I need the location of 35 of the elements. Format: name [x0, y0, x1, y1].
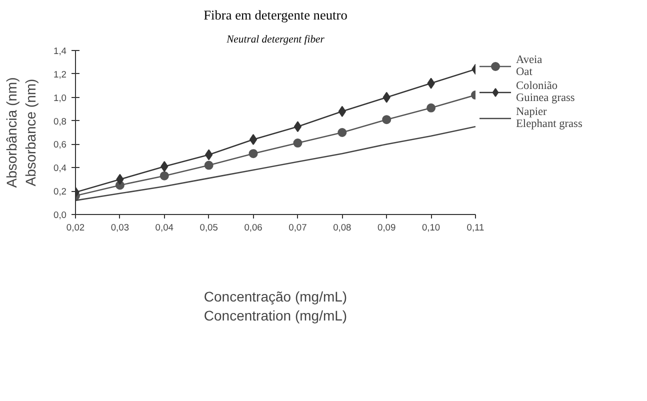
x-tick-label: 0,06: [244, 222, 262, 232]
y-tick-label: 1,0: [54, 92, 66, 103]
chart-subtitle: Neutral detergent fiber: [226, 34, 326, 46]
x-tick-label: 0,10: [422, 222, 440, 232]
x-tick-label: 0,09: [378, 222, 396, 232]
x-tick-label: 0,02: [66, 222, 85, 232]
point: [338, 128, 347, 137]
point: [204, 160, 214, 170]
y-tick-label: 0,4: [54, 163, 66, 174]
point: [426, 103, 436, 112]
x-tick-label: 0,05: [200, 222, 218, 232]
x-tick-label: 0,04: [155, 222, 174, 232]
y-tick-label: 0,8: [54, 116, 66, 126]
point: [293, 138, 302, 148]
y-tick-label: 1,4: [54, 46, 66, 56]
x-axis-title: Concentração (mg/mL) Concentration (mg/mL): [204, 288, 348, 324]
line-series: [76, 126, 476, 202]
y-axis-title: Absorbância (nm) Absorbance (nm): [3, 77, 39, 188]
y-tick-label: 1,2: [54, 69, 66, 80]
y-tick-label: 0,0: [54, 210, 66, 220]
point: [160, 171, 169, 180]
legend-label: Aveia Oat: [516, 54, 542, 78]
chart-title: Fibra em detergente neutro: [204, 8, 348, 22]
point: [382, 115, 392, 124]
x-tick-label: 0,08: [333, 222, 352, 232]
x-tick-label: 0,03: [110, 222, 130, 232]
legend-label: Napier Elephant grass: [516, 106, 582, 130]
x-tick-label: 0,07: [288, 222, 307, 232]
legend-label: Colonião Guinea grass: [516, 80, 575, 104]
y-tick-label: 0,6: [54, 140, 66, 150]
point: [294, 121, 302, 132]
point: [249, 134, 258, 146]
point: [248, 149, 258, 158]
x-tick-label: 0,11: [466, 222, 484, 232]
y-tick-label: 0,2: [54, 186, 66, 197]
